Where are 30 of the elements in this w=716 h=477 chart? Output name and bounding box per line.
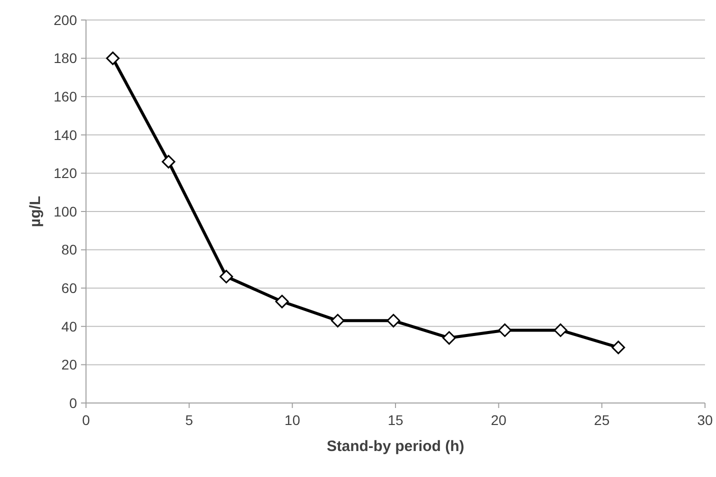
point xyxy=(442,331,456,345)
point xyxy=(162,154,176,168)
y-tick-label: 0 xyxy=(69,394,78,411)
y-tick-label: 60 xyxy=(61,280,78,296)
y-tick-label: 120 xyxy=(54,165,78,182)
point xyxy=(612,340,626,354)
point xyxy=(220,270,234,284)
x-tick-label: 0 xyxy=(82,412,90,428)
y-tick-label: 160 xyxy=(54,88,78,104)
y-tick-label: 80 xyxy=(61,242,78,258)
x-tick-label: 25 xyxy=(594,412,610,428)
x-tick-label: 5 xyxy=(185,412,194,428)
y-tick-label: 100 xyxy=(54,203,78,220)
y-axis-title: µg/L xyxy=(27,196,44,228)
y-tick-label: 200 xyxy=(54,12,78,28)
x-axis-title: Stand-by period (h) xyxy=(326,438,464,455)
x-tick-label: 15 xyxy=(388,412,404,428)
x-tick-label: 10 xyxy=(284,412,300,428)
y-tick-label: 140 xyxy=(54,126,78,143)
point xyxy=(498,323,512,337)
point xyxy=(330,314,344,328)
point xyxy=(275,294,289,308)
x-tick-label: 20 xyxy=(490,412,507,428)
point xyxy=(106,52,120,66)
y-tick-label: 180 xyxy=(54,50,78,66)
point xyxy=(386,314,400,328)
y-tick-label: 40 xyxy=(61,318,78,334)
x-tick-label: 30 xyxy=(697,412,713,428)
y-tick-label: 20 xyxy=(61,356,78,373)
point xyxy=(554,323,568,337)
